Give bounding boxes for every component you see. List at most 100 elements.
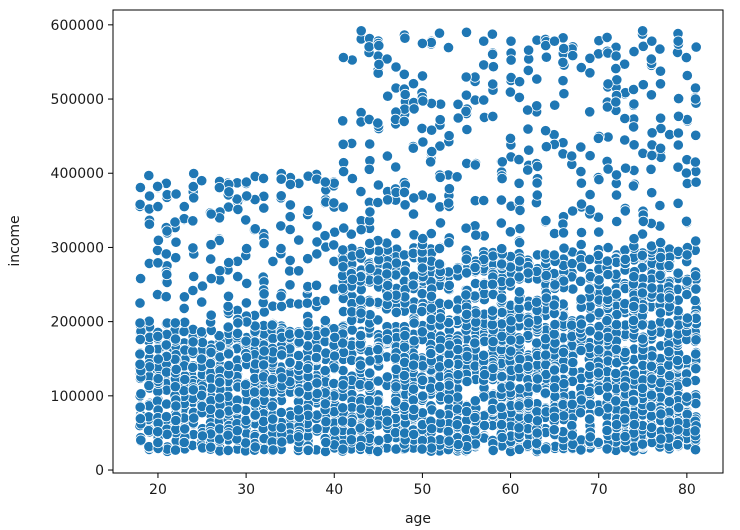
data-point	[575, 293, 587, 305]
data-point	[134, 181, 146, 194]
data-point	[690, 165, 702, 177]
data-point	[567, 49, 579, 62]
data-point	[416, 374, 429, 386]
data-point	[337, 379, 349, 391]
data-point	[548, 424, 560, 436]
data-point	[364, 206, 376, 218]
data-point	[531, 415, 544, 427]
data-point	[205, 208, 217, 220]
data-point	[619, 162, 632, 174]
data-point	[627, 180, 640, 192]
data-point	[284, 254, 296, 266]
data-point	[302, 204, 314, 217]
x-axis-label: age	[405, 511, 431, 527]
data-point	[619, 134, 631, 146]
data-point	[231, 425, 243, 437]
data-point	[601, 381, 614, 393]
data-point	[486, 28, 498, 40]
data-point	[425, 313, 437, 325]
data-point	[619, 430, 631, 443]
data-point	[636, 287, 649, 299]
points-layer	[134, 25, 702, 458]
data-point	[381, 371, 393, 383]
data-point	[558, 410, 570, 422]
data-point	[478, 194, 490, 207]
data-point	[610, 367, 622, 380]
data-point	[601, 31, 613, 44]
data-point	[681, 391, 693, 403]
y-tick-label: 600000	[51, 18, 104, 34]
data-point	[311, 377, 323, 389]
x-tick-label: 60	[502, 482, 520, 498]
data-point	[345, 434, 357, 446]
data-point	[196, 280, 209, 292]
data-point	[373, 434, 385, 446]
data-point	[346, 172, 358, 185]
data-point	[645, 163, 657, 175]
data-point	[364, 355, 376, 367]
data-point	[354, 248, 366, 260]
data-point	[293, 386, 305, 398]
data-point	[275, 290, 287, 302]
data-point	[523, 144, 535, 156]
data-point	[681, 312, 694, 324]
data-point	[627, 83, 640, 96]
data-point	[593, 406, 605, 418]
data-point	[276, 436, 288, 448]
y-tick-label: 400000	[51, 166, 104, 182]
data-point	[266, 373, 278, 385]
data-point	[205, 253, 217, 265]
data-point	[558, 378, 570, 390]
y-tick-label: 100000	[51, 389, 104, 405]
data-point	[655, 377, 667, 389]
data-point	[364, 367, 376, 379]
data-point	[417, 136, 429, 148]
data-point	[178, 436, 190, 449]
data-point	[275, 243, 287, 255]
data-point	[187, 361, 199, 373]
data-point	[390, 61, 402, 73]
data-point	[646, 350, 658, 362]
data-point	[663, 396, 676, 408]
data-point	[143, 218, 155, 230]
data-point	[575, 318, 588, 330]
data-point	[319, 314, 331, 327]
data-point	[592, 132, 605, 144]
data-point	[205, 441, 217, 453]
data-point	[602, 78, 614, 90]
data-point	[408, 403, 420, 415]
data-point	[636, 249, 648, 261]
data-point	[232, 327, 244, 339]
data-point	[566, 150, 578, 162]
data-point	[196, 430, 209, 442]
data-point	[522, 360, 534, 373]
data-point	[258, 345, 270, 357]
data-point	[398, 427, 411, 439]
data-point	[416, 305, 428, 317]
data-point	[575, 166, 587, 178]
data-point	[628, 45, 640, 58]
data-point	[337, 51, 349, 64]
data-point	[223, 256, 235, 269]
data-point	[319, 230, 331, 242]
data-point	[408, 317, 420, 329]
data-point	[134, 413, 146, 425]
data-point	[381, 268, 393, 280]
data-point	[513, 237, 526, 249]
data-point	[143, 379, 155, 392]
data-point	[584, 431, 596, 443]
data-point	[584, 204, 596, 216]
data-point	[486, 48, 499, 60]
data-point	[284, 279, 296, 291]
data-point	[548, 249, 560, 261]
data-point	[680, 215, 693, 227]
data-point	[592, 367, 605, 379]
data-point	[319, 326, 331, 338]
data-point	[170, 400, 182, 412]
data-point	[575, 344, 587, 357]
data-point	[548, 35, 561, 47]
data-point	[601, 285, 613, 297]
data-point	[381, 333, 393, 346]
data-point	[390, 306, 402, 318]
data-point	[346, 273, 358, 285]
